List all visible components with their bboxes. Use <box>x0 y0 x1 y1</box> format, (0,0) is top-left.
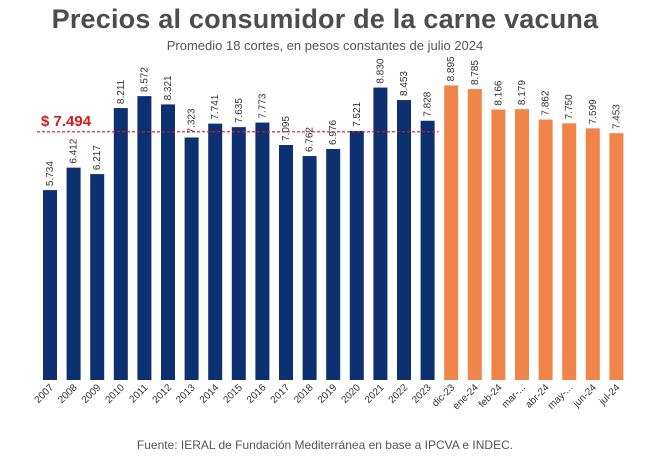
bar-abr-24 <box>538 119 553 380</box>
x-tick-label: 2011 <box>128 382 151 405</box>
value-label: 8.830 <box>375 58 386 83</box>
value-label: 6.762 <box>305 127 316 152</box>
bar-2018 <box>302 156 317 380</box>
value-label: 7.750 <box>564 94 575 119</box>
bar-2007 <box>43 190 57 380</box>
x-tick-label: 2016 <box>245 382 269 406</box>
bar-2009 <box>90 174 105 380</box>
reference-line-group: $ 7.494 <box>37 113 439 133</box>
x-tick-label: 2020 <box>339 382 363 406</box>
x-tick-label: jun-24 <box>571 382 599 410</box>
value-label: 7.323 <box>187 108 198 133</box>
x-tick-label: jul-24 <box>597 382 623 408</box>
value-label: 8.785 <box>470 60 481 85</box>
value-label: 7.521 <box>352 101 363 126</box>
bar-2017 <box>279 145 293 380</box>
x-tick-label: may-... <box>546 382 575 411</box>
x-tick-label: 2018 <box>292 382 316 406</box>
bar-2008 <box>66 167 81 380</box>
chart-title: Precios al consumidor de la carne vacuna <box>51 4 599 34</box>
value-label: 7.635 <box>234 98 245 123</box>
value-label: 7.862 <box>541 90 552 115</box>
value-label: 7.453 <box>611 104 622 129</box>
value-label: 8.895 <box>446 56 457 81</box>
x-tick-labels-group: 2007 2008 2009 2010 2011 2012 2013 2014 2015 2016… <box>33 382 623 412</box>
value-label: 7.741 <box>210 94 221 119</box>
x-tick-label: feb-24 <box>477 382 505 410</box>
value-label: 8.572 <box>139 67 150 92</box>
bar-2014 <box>208 123 223 380</box>
x-tick-label: 2019 <box>316 382 340 406</box>
bar-mar-... <box>515 109 529 380</box>
x-tick-label: 2009 <box>80 382 104 406</box>
bar-jun-24 <box>585 128 600 380</box>
value-label: 8.211 <box>116 79 127 104</box>
bar-2011 <box>137 96 152 380</box>
value-label: 5.734 <box>45 161 56 186</box>
x-tick-label: 2022 <box>387 382 411 406</box>
bar-2010 <box>113 108 128 381</box>
bar-2013 <box>184 137 199 380</box>
bar-jul-24 <box>609 133 624 380</box>
x-tick-label: 2008 <box>56 382 80 406</box>
value-label: 7.773 <box>257 93 268 118</box>
value-label: 7.599 <box>588 99 599 124</box>
bar-2019 <box>326 148 341 380</box>
bar-2016 <box>255 122 270 381</box>
value-label: 8.179 <box>517 80 528 105</box>
x-tick-label: 2021 <box>363 382 387 406</box>
source-note: Fuente: IERAL de Fundación Mediterránea … <box>136 438 514 452</box>
value-label: 6.412 <box>69 138 80 163</box>
bars-group <box>43 85 624 381</box>
value-label: 7.828 <box>423 91 434 116</box>
bar-2021 <box>373 87 388 381</box>
bar-may-... <box>562 123 577 380</box>
value-label: 8.321 <box>163 75 174 100</box>
x-tick-label: 2012 <box>151 382 175 406</box>
bar-2023 <box>420 120 435 380</box>
bar-ene-24 <box>467 89 482 381</box>
x-tick-label: mar-... <box>500 382 528 410</box>
x-tick-label: ene-24 <box>451 382 481 412</box>
x-tick-label: 2014 <box>198 382 222 406</box>
x-tick-label: 2017 <box>269 382 293 406</box>
bar-2020 <box>349 130 364 380</box>
x-tick-label: 2010 <box>103 382 127 406</box>
reference-line-label: $ 7.494 <box>41 113 92 130</box>
value-label: 8.453 <box>399 71 410 96</box>
x-tick-label: 2013 <box>174 382 198 406</box>
x-tick-label: 2015 <box>221 382 245 406</box>
chart-subtitle: Promedio 18 cortes, en pesos constantes … <box>166 38 484 53</box>
x-tick-label: 2007 <box>33 382 57 406</box>
value-label: 7.095 <box>281 116 292 141</box>
value-label: 8.166 <box>493 80 504 105</box>
bar-feb-24 <box>491 109 506 381</box>
bar-2012 <box>161 104 175 381</box>
bar-2022 <box>397 100 411 381</box>
value-label: 6.217 <box>92 145 103 170</box>
bar-dic-23 <box>444 85 459 380</box>
bar-2015 <box>231 127 246 380</box>
